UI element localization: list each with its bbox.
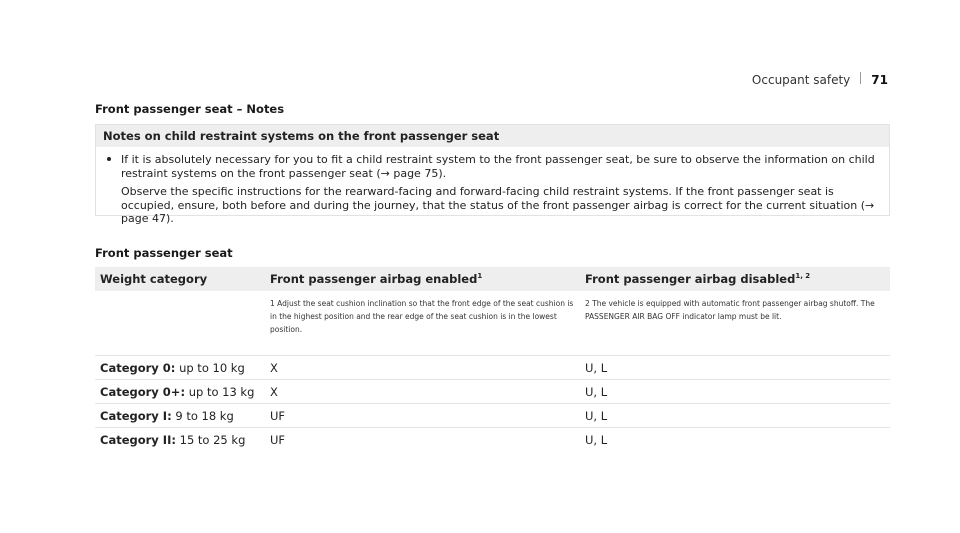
header-airbag-enabled: Front passenger airbag enabled1 — [265, 267, 580, 291]
page-header: Occupant safety 71 — [752, 72, 888, 87]
table-header-row: Weight category Front passenger airbag e… — [95, 267, 890, 291]
footnote-row: 1 Adjust the seat cushion inclination so… — [95, 291, 890, 356]
disabled-cell: U, L — [585, 432, 608, 447]
notes-box: Notes on child restraint systems on the … — [95, 124, 890, 225]
footnote-empty-cell — [95, 291, 265, 356]
table-row: Category I: 9 to 18 kg UF U, L — [95, 403, 890, 428]
notes-box-heading: Notes on child restraint systems on the … — [96, 125, 889, 147]
seat-table-title: Front passenger seat — [95, 246, 233, 260]
bullet-icon — [107, 157, 111, 161]
page-number: 71 — [871, 73, 888, 87]
section-title: Occupant safety — [751, 73, 851, 87]
disabled-cell: U, L — [580, 403, 890, 428]
enabled-cell: UF — [265, 403, 580, 428]
table-row: Category II: 15 to 25 kg UF U, L — [95, 428, 890, 452]
enabled-cell: X — [265, 379, 580, 404]
table-row: Category 0+: up to 13 kg X U, L — [95, 379, 890, 404]
notes-paragraph-1: If it is absolutely necessary for you to… — [121, 153, 875, 180]
notes-paragraph-2: Observe the specific instructions for th… — [121, 185, 875, 225]
weight-cell: Category II: 15 to 25 kg — [100, 432, 246, 447]
header-divider — [860, 72, 862, 84]
header-weight-category: Weight category — [95, 267, 265, 291]
footnote-2: 2 The vehicle is equipped with automatic… — [580, 291, 890, 356]
table-row: Category 0: up to 10 kg X U, L — [95, 355, 890, 380]
seat-table: Weight category Front passenger airbag e… — [95, 267, 890, 451]
weight-cell: Category 0: up to 10 kg — [95, 355, 265, 380]
notes-box-body: If it is absolutely necessary for you to… — [96, 147, 889, 226]
header-airbag-disabled: Front passenger airbag disabled1, 2 — [580, 267, 890, 291]
enabled-cell: X — [265, 355, 580, 380]
footnote-1: 1 Adjust the seat cushion inclination so… — [265, 291, 580, 356]
disabled-cell: U, L — [580, 379, 890, 404]
weight-cell: Category I: 9 to 18 kg — [95, 403, 265, 428]
notes-section-title: Front passenger seat – Notes — [95, 102, 285, 116]
enabled-cell: UF — [270, 432, 286, 447]
weight-cell: Category 0+: up to 13 kg — [95, 379, 265, 404]
disabled-cell: U, L — [580, 355, 890, 380]
